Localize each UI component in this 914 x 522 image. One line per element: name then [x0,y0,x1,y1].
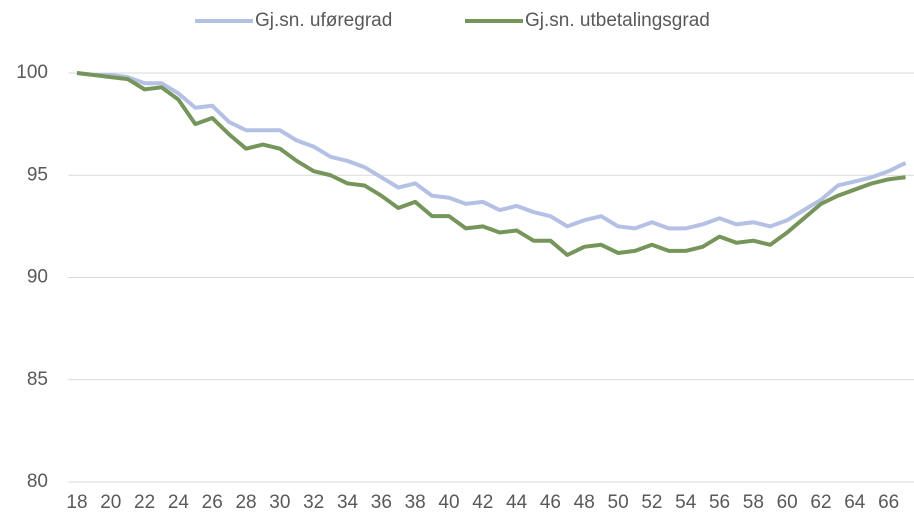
x-tick-label: 58 [743,492,764,513]
x-tick-label: 50 [608,492,629,513]
x-tick-label: 26 [202,492,223,513]
y-tick-label: 90 [27,267,48,288]
x-tick-label: 54 [675,492,697,513]
data-line [76,71,907,231]
data-line [76,71,906,258]
y-tick-label: 100 [16,62,48,83]
x-tick-label: 20 [100,492,121,513]
x-tick-label: 60 [777,492,798,513]
x-tick-label: 24 [168,492,190,513]
x-tick-label: 36 [371,492,392,513]
x-tick-label: 48 [574,492,595,513]
x-tick-label: 32 [303,492,324,513]
x-tick-label: 46 [540,492,561,513]
x-tick-label: 62 [810,492,831,513]
x-tick-label: 22 [134,492,155,513]
x-tick-label: 42 [472,492,493,513]
x-tick-label: 34 [337,492,359,513]
x-tick-label: 30 [269,492,290,513]
x-tick-label: 56 [709,492,730,513]
x-tick-label: 52 [641,492,662,513]
y-tick-label: 80 [27,471,48,492]
legend-label: Gj.sn. utbetalingsgrad [525,10,710,31]
x-tick-label: 66 [878,492,899,513]
x-tick-label: 44 [506,492,528,513]
x-tick-label: 38 [405,492,426,513]
x-tick-label: 64 [844,492,866,513]
x-tick-label: 40 [438,492,459,513]
x-tick-label: 18 [66,492,87,513]
y-tick-label: 95 [27,164,48,185]
x-tick-label: 28 [235,492,256,513]
y-tick-label: 85 [27,369,48,390]
legend-label: Gj.sn. uføregrad [255,10,392,31]
